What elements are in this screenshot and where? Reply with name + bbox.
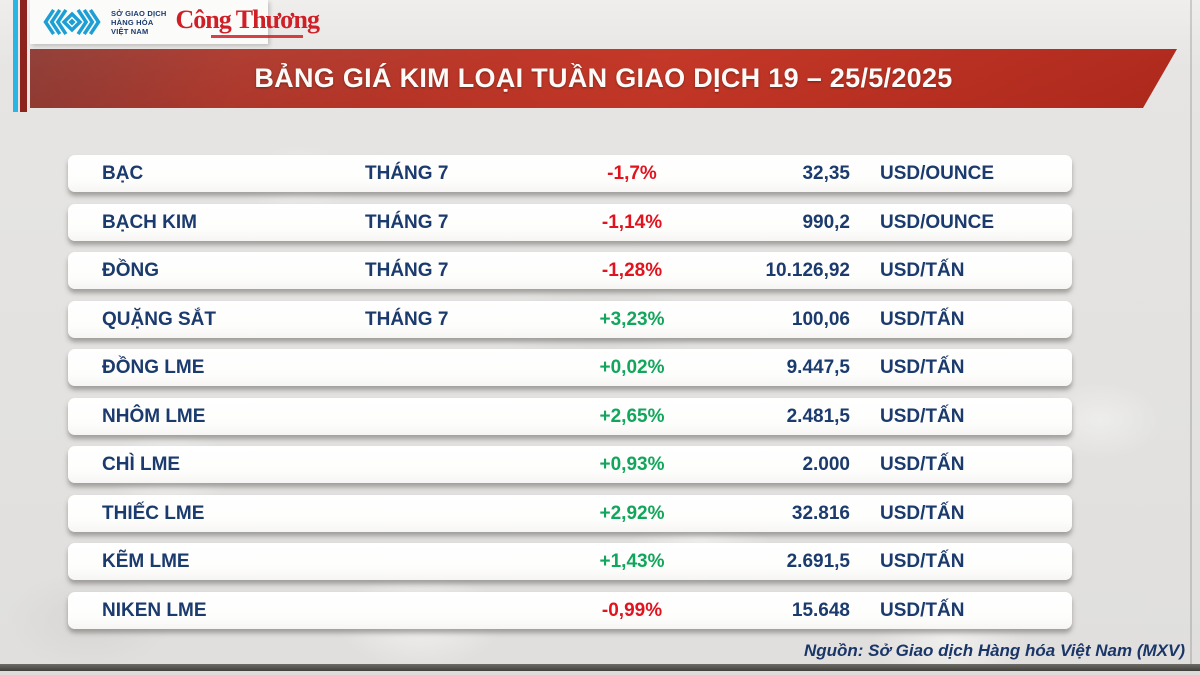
price-cell: 10.126,92 [765, 260, 850, 281]
unit-cell: USD/TẤN [880, 260, 965, 281]
price-table: BẠC THÁNG 7 -1,7% 32,35 USD/OUNCE BẠCH K… [68, 155, 1072, 640]
table-row: KẼM LME +1,43% 2.691,5 USD/TẤN [68, 543, 1072, 580]
price-cell: 15.648 [791, 599, 850, 621]
unit-cell: USD/TẤN [880, 551, 965, 572]
price-cell: 100,06 [791, 308, 850, 330]
unit-cell: USD/TẤN [880, 308, 965, 330]
commodity-name: ĐỒNG LME [102, 357, 205, 378]
page-title: BẢNG GIÁ KIM LOẠI TUẦN GIAO DỊCH 19 – 25… [254, 63, 953, 93]
change-cell: +2,92% [599, 502, 665, 524]
table-row: BẠC THÁNG 7 -1,7% 32,35 USD/OUNCE [68, 155, 1072, 192]
price-cell: 9.447,5 [786, 357, 850, 378]
mxv-org-line: VIỆT NAM [111, 26, 149, 36]
contract-month: THÁNG 7 [365, 308, 449, 330]
table-row: NIKEN LME -0,99% 15.648 USD/TẤN [68, 591, 1072, 629]
table-row: BẠCH KIM THÁNG 7 -1,14% 990,2 USD/OUNCE [68, 203, 1072, 241]
price-cell: 32.816 [791, 502, 850, 524]
contract-month: THÁNG 7 [365, 163, 449, 184]
unit-cell: USD/OUNCE [880, 163, 995, 184]
change-cell: -1,7% [607, 163, 657, 184]
left-accent-stripe-red [20, 0, 27, 112]
commodity-name: THIẾC LME [102, 502, 205, 524]
table-row: THIẾC LME +2,92% 32.816 USD/TẤN [68, 494, 1072, 532]
bottom-light-strip [0, 671, 1200, 675]
commodity-name: KẼM LME [102, 551, 190, 572]
unit-cell: USD/TẤN [880, 502, 965, 524]
change-cell: -0,99% [601, 599, 663, 621]
table-row: ĐỒNG LME +0,02% 9.447,5 USD/TẤN [68, 349, 1072, 386]
price-cell: 2.000 [802, 454, 850, 475]
change-cell: +1,43% [599, 551, 665, 572]
table-row: ĐỒNG THÁNG 7 -1,28% 10.126,92 USD/TẤN [68, 252, 1072, 289]
table-row: QUẶNG SẮT THÁNG 7 +3,23% 100,06 USD/TẤN [68, 300, 1072, 338]
commodity-name: ĐỒNG [102, 260, 159, 281]
table-row: CHÌ LME +0,93% 2.000 USD/TẤN [68, 446, 1072, 483]
price-cell: 32,35 [802, 163, 850, 184]
source-note: Nguồn: Sở Giao dịch Hàng hóa Việt Nam (M… [803, 641, 1185, 660]
mxv-org-name: SỞ GIAO DỊCH HÀNG HÓA VIỆT NAM [111, 9, 166, 36]
mxv-chevrons-icon [40, 7, 104, 37]
contract-month: THÁNG 7 [365, 211, 449, 233]
title-banner: BẢNG GIÁ KIM LOẠI TUẦN GIAO DỊCH 19 – 25… [30, 49, 1177, 108]
commodity-name: BẠCH KIM [102, 211, 197, 233]
mxv-org-line: SỞ GIAO DỊCH [111, 8, 167, 18]
mxv-org-line: HÀNG HÓA [111, 17, 154, 27]
unit-cell: USD/OUNCE [880, 211, 995, 233]
change-cell: -1,14% [601, 211, 663, 233]
contract-month: THÁNG 7 [365, 260, 449, 281]
change-cell: +0,02% [599, 357, 665, 378]
commodity-name: BẠC [102, 163, 144, 184]
unit-cell: USD/TẤN [880, 454, 965, 475]
commodity-name: NHÔM LME [102, 405, 206, 427]
commodity-name: QUẶNG SẮT [102, 308, 216, 330]
price-cell: 990,2 [802, 211, 850, 233]
unit-cell: USD/TẤN [880, 357, 965, 378]
table-row: NHÔM LME +2,65% 2.481,5 USD/TẤN [68, 397, 1072, 435]
price-cell: 2.481,5 [786, 405, 850, 427]
unit-cell: USD/TẤN [880, 599, 965, 621]
commodity-name: CHÌ LME [102, 454, 181, 475]
change-cell: +2,65% [599, 405, 665, 427]
unit-cell: USD/TẤN [880, 405, 965, 427]
change-cell: +3,23% [599, 308, 665, 330]
congthuong-tagline-bar [211, 34, 304, 38]
bottom-dark-bar [0, 664, 1200, 671]
header-logo-box: SỞ GIAO DỊCH HÀNG HÓA VIỆT NAM Công Thươ… [30, 0, 320, 44]
price-cell: 2.691,5 [786, 551, 850, 572]
commodity-name: NIKEN LME [102, 599, 207, 621]
left-accent-stripe-cyan [13, 0, 18, 112]
change-cell: -1,28% [601, 260, 663, 281]
right-edge-line [1190, 0, 1192, 675]
change-cell: +0,93% [599, 454, 665, 475]
congthuong-logo: Công Thương [173, 4, 320, 38]
congthuong-logo-text: Công Thương [175, 4, 320, 34]
